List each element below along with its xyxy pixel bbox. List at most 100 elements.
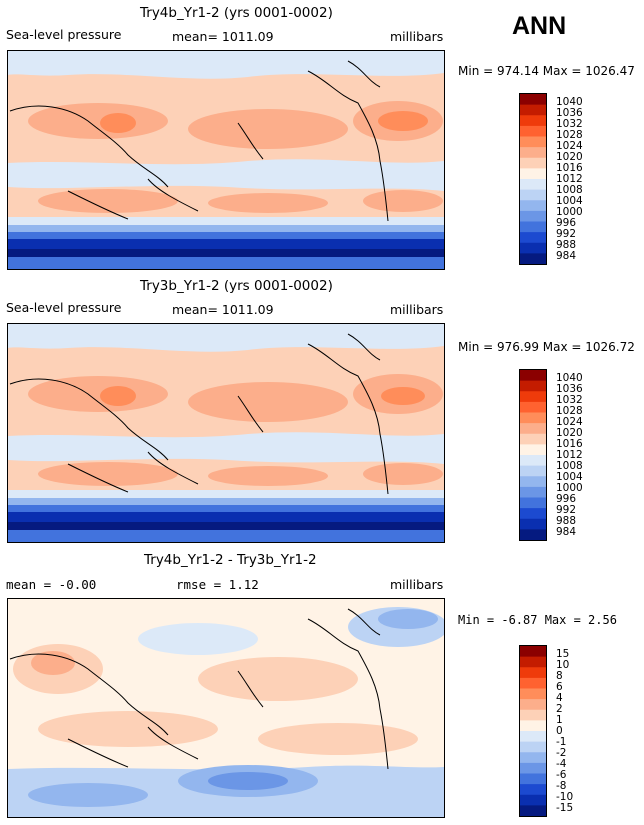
- colorbar-swatch: [520, 752, 546, 764]
- colorbar-swatch: [520, 497, 546, 509]
- panel2-cbar-label: 996: [556, 493, 577, 505]
- panel1-cbar-label: 1036: [556, 107, 583, 119]
- panel2-cbar-label: 1020: [556, 427, 583, 439]
- panel3-map: [7, 598, 445, 818]
- colorbar-swatch: [520, 115, 546, 127]
- panel2-cbar-label: 1028: [556, 405, 583, 417]
- panel3-map-field: [8, 599, 444, 817]
- colorbar-swatch: [520, 667, 546, 679]
- panel2-cbar-label: 1012: [556, 449, 583, 461]
- colorbar-swatch: [520, 699, 546, 711]
- panel2-cbar-label: 988: [556, 515, 577, 527]
- panel2-cbar-label: 1024: [556, 416, 583, 428]
- colorbar-swatch: [520, 529, 546, 541]
- colorbar-swatch: [520, 444, 546, 456]
- colorbar-swatch: [520, 731, 546, 743]
- colorbar-swatch: [520, 147, 546, 159]
- panel2-colorbar-swatches: [520, 370, 546, 541]
- colorbar-swatch: [520, 741, 546, 753]
- panel3-cbar-label: 1: [556, 714, 563, 726]
- panel2-cbar-label: 1040: [556, 372, 583, 384]
- panel1-cbar-label: 1024: [556, 140, 583, 152]
- colorbar-swatch: [520, 370, 546, 382]
- panel1-minmax: Min = 974.14 Max = 1026.47: [458, 64, 635, 78]
- colorbar-swatch: [520, 391, 546, 403]
- panel1-colorbar-swatches: [520, 94, 546, 265]
- colorbar-swatch: [520, 200, 546, 212]
- panel1-cbar-label: 1000: [556, 206, 583, 218]
- panel3-units-label: millibars: [390, 577, 444, 592]
- panel3-mean-label: mean = -0.00: [6, 577, 97, 592]
- panel2-map: [7, 323, 445, 543]
- colorbar-swatch: [520, 709, 546, 721]
- colorbar-swatch: [520, 189, 546, 201]
- panel3-cbar-label: 0: [556, 725, 563, 737]
- colorbar-swatch: [520, 380, 546, 392]
- panel2-mean-label: mean= 1011.09: [172, 302, 274, 317]
- colorbar-swatch: [520, 125, 546, 138]
- panel2-cbar-label: 992: [556, 504, 577, 516]
- panel3-cbar-label: -2: [556, 747, 567, 759]
- panel1-mean-label: mean= 1011.09: [172, 29, 274, 44]
- panel1-cbar-label: 1016: [556, 162, 583, 174]
- colorbar-swatch: [520, 433, 546, 445]
- panel1-units-label: millibars: [390, 29, 444, 44]
- panel1-cbar-label: 1012: [556, 173, 583, 185]
- colorbar-swatch: [520, 720, 546, 732]
- colorbar-swatch: [520, 794, 546, 806]
- panel1-cbar-label: 984: [556, 250, 577, 262]
- colorbar-swatch: [520, 242, 546, 254]
- panel3-cbar-label: -6: [556, 769, 567, 781]
- panel3-cbar-label: 6: [556, 681, 563, 693]
- colorbar-swatch: [520, 104, 546, 116]
- colorbar-swatch: [520, 465, 546, 477]
- panel3-cbar-label: 10: [556, 659, 570, 671]
- season-label: ANN: [512, 12, 567, 40]
- colorbar-swatch: [520, 157, 546, 169]
- panel2-cbar-label: 1000: [556, 482, 583, 494]
- panel1-cbar-label: 1020: [556, 151, 583, 163]
- colorbar-swatch: [520, 688, 546, 700]
- panel3-cbar-label: 2: [556, 703, 563, 715]
- colorbar-swatch: [520, 486, 546, 499]
- panel3-rmse-label: rmse = 1.12: [176, 577, 259, 592]
- panel1-variable-label: Sea-level pressure: [6, 27, 122, 42]
- colorbar-swatch: [520, 805, 546, 817]
- colorbar-swatch: [520, 773, 546, 785]
- panel2-cbar-label: 1016: [556, 438, 583, 450]
- panel3-title: Try4b_Yr1-2 - Try3b_Yr1-2: [144, 552, 317, 568]
- panel2-cbar-label: 984: [556, 526, 577, 538]
- panel2-minmax: Min = 976.99 Max = 1026.72: [458, 340, 635, 354]
- panel3-colorbar: [519, 645, 547, 817]
- colorbar-swatch: [520, 508, 546, 520]
- colorbar-swatch: [520, 221, 546, 233]
- panel3-cbar-label: 8: [556, 670, 563, 682]
- panel1-cbar-label: 996: [556, 217, 577, 229]
- colorbar-swatch: [520, 762, 546, 775]
- panel3-cbar-label: 15: [556, 648, 570, 660]
- panel1-cbar-label: 1028: [556, 129, 583, 141]
- colorbar-swatch: [520, 423, 546, 435]
- panel2-cbar-label: 1008: [556, 460, 583, 472]
- panel1-cbar-label: 992: [556, 228, 577, 240]
- panel3-minmax: Min = -6.87 Max = 2.56: [458, 613, 617, 627]
- panel3-cbar-label: -10: [556, 791, 574, 803]
- panel1-cbar-label: 1032: [556, 118, 583, 130]
- panel2-units-label: millibars: [390, 302, 444, 317]
- panel3-cbar-label: -4: [556, 758, 567, 770]
- panel1-map-field: [8, 51, 444, 269]
- colorbar-swatch: [520, 253, 546, 265]
- colorbar-swatch: [520, 656, 546, 668]
- colorbar-swatch: [520, 476, 546, 488]
- panel2-cbar-label: 1032: [556, 394, 583, 406]
- panel1-colorbar: [519, 93, 547, 265]
- panel3-cbar-label: -1: [556, 736, 567, 748]
- panel3-cbar-label: -8: [556, 780, 567, 792]
- colorbar-swatch: [520, 232, 546, 244]
- colorbar-swatch: [520, 401, 546, 414]
- panel1-cbar-label: 1040: [556, 96, 583, 108]
- colorbar-swatch: [520, 94, 546, 106]
- colorbar-swatch: [520, 518, 546, 530]
- panel3-cbar-label: 4: [556, 692, 563, 704]
- colorbar-swatch: [520, 784, 546, 796]
